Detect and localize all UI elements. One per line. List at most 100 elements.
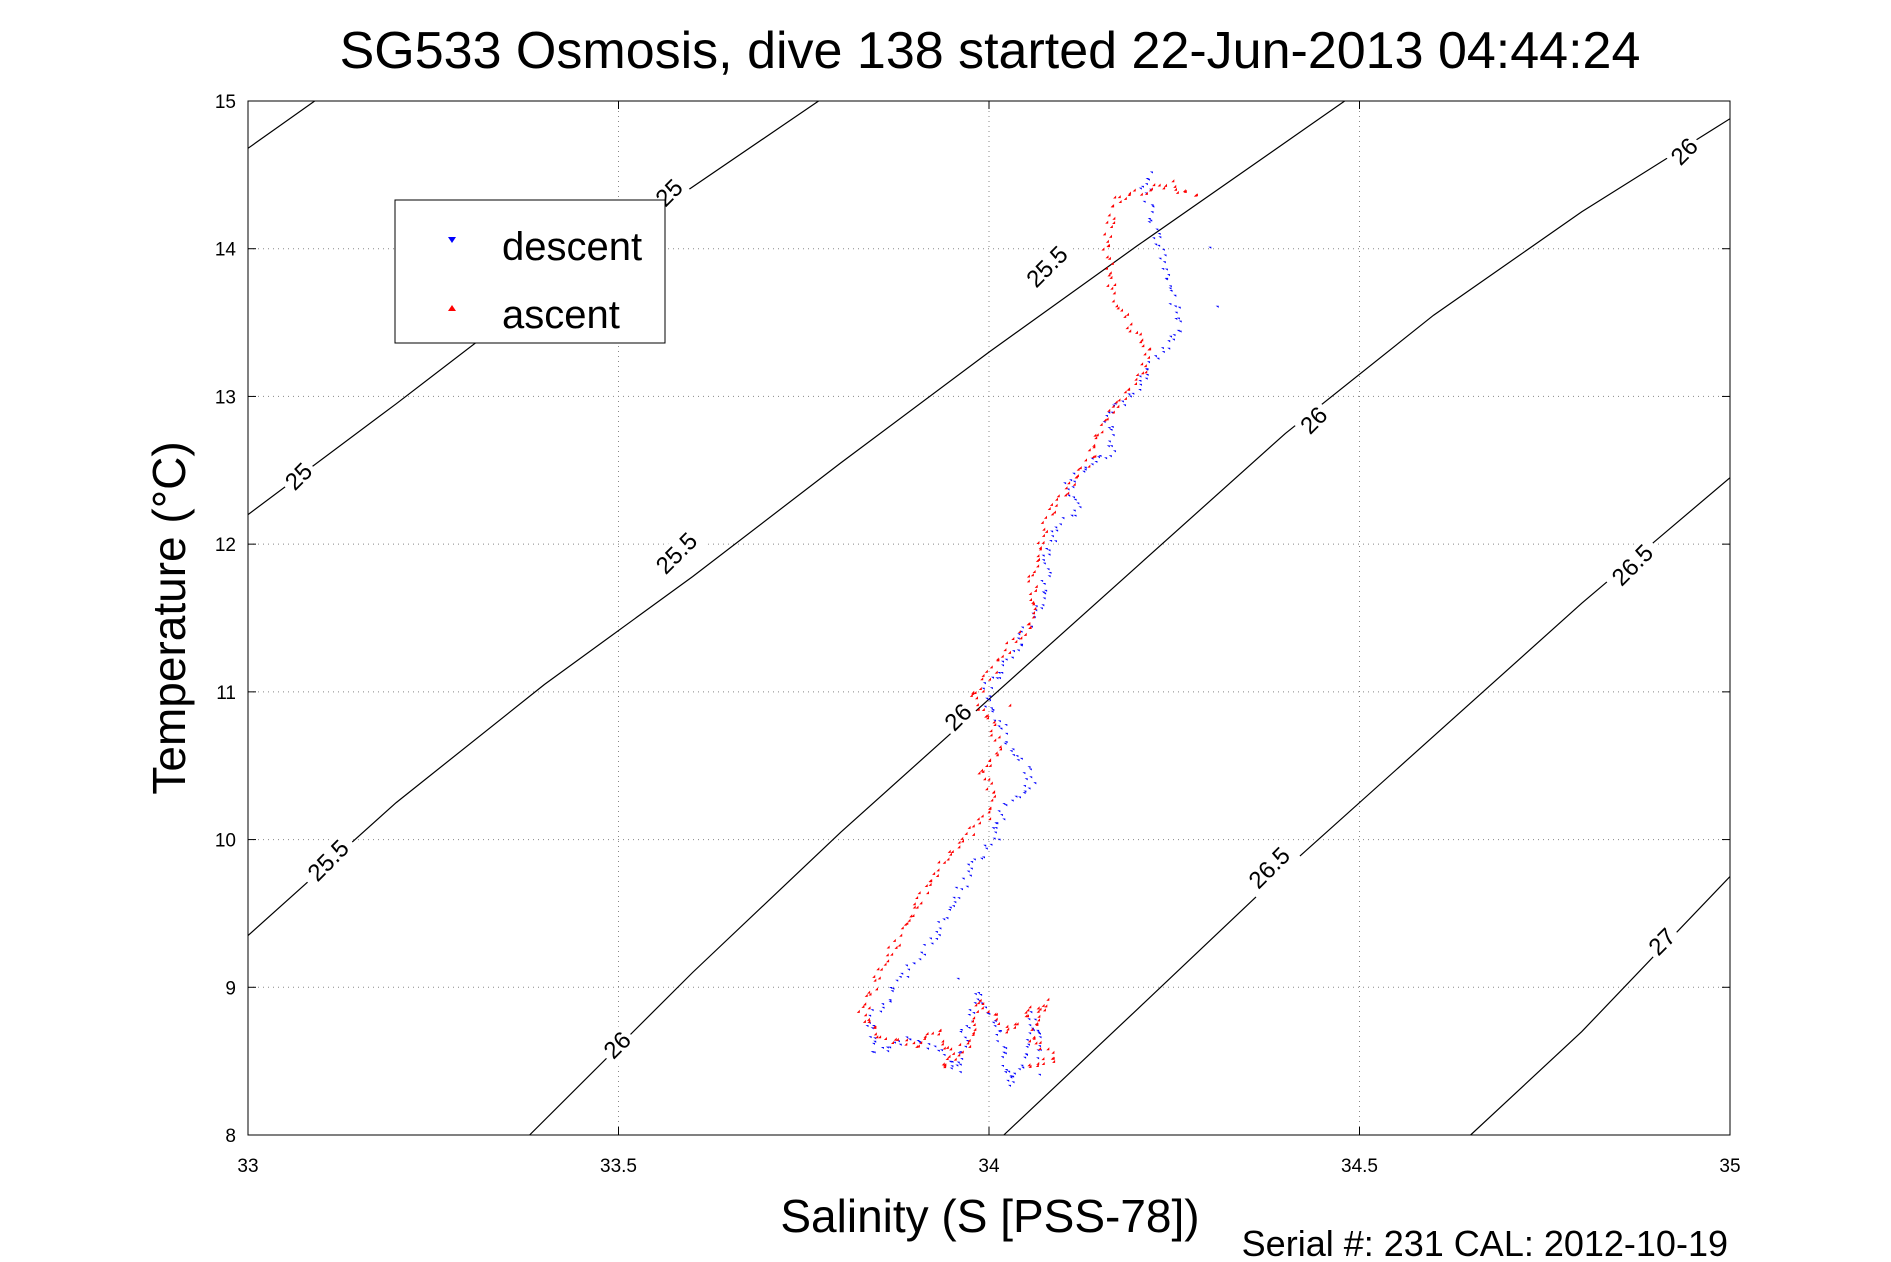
descent-point [990,710,994,713]
descent-point [1003,1071,1007,1074]
descent-point [865,1025,869,1028]
ascent-point [1118,200,1122,204]
ascent-point [1011,637,1015,641]
descent-point [1123,404,1127,407]
descent-point [933,1045,937,1048]
descent-point [1009,1076,1013,1079]
ascent-point [1028,1005,1032,1009]
ascent-point [1034,584,1038,588]
ascent-point [1106,283,1110,287]
descent-point [1164,268,1168,271]
ascent-point [1064,486,1068,490]
descent-point [905,1036,909,1039]
ascent-point [993,738,997,742]
descent-point [951,905,955,908]
descent-point [934,931,938,934]
descent-point [922,953,926,956]
ascent-point [886,945,890,949]
ascent-point [1038,1047,1042,1051]
descent-point [926,1047,930,1050]
descent-point [1004,658,1008,661]
descent-point [1021,1066,1025,1069]
ascent-point [1140,338,1144,342]
ascent-point [1105,417,1109,421]
ascent-point [994,670,998,674]
ascent-point [1008,703,1012,707]
ascent-point [1112,291,1116,295]
descent-point [935,938,939,941]
descent-point [1167,274,1171,277]
descent-point [1138,187,1142,190]
ascent-point [1162,186,1166,190]
ascent-point [897,943,901,947]
ascent-point [974,1003,978,1007]
ascent-point [992,720,996,724]
descent-point [1078,506,1082,509]
ascent-point [912,902,916,906]
descent-point [1174,311,1178,314]
ascent-point [1173,184,1177,188]
descent-point [912,962,916,965]
ascent-point [1072,482,1076,486]
ascent-point [995,753,999,757]
descent-point [930,942,934,945]
descent-point [1006,1079,1010,1082]
descent-point [922,944,926,947]
ascent-point [863,1013,867,1017]
ascent-point [1144,370,1148,374]
ascent-point [981,708,985,712]
ascent-point [1127,193,1131,197]
ascent-point [1112,221,1116,225]
descent-point [1023,1056,1027,1059]
ascent-point [977,821,981,825]
ascent-point [1091,455,1095,459]
ascent-point [951,1051,955,1055]
descent-point [1010,799,1014,802]
descent-point [1037,1032,1041,1035]
descent-point [1047,575,1051,578]
descent-point [956,1061,960,1064]
ascent-point [1174,187,1178,191]
descent-point [1026,1043,1030,1046]
descent-point [927,1043,931,1046]
ascent-point [1024,1010,1028,1014]
descent-point [968,1009,972,1012]
ascent-point [912,1041,916,1045]
ascent-point [946,857,950,861]
descent-point [969,867,973,870]
descent-point [967,1014,971,1017]
ascent-point [1044,1004,1048,1008]
ascent-point [980,677,984,681]
descent-point [1171,338,1175,341]
ascent-point [941,1039,945,1043]
ascent-point [937,860,941,864]
ascent-point [936,1032,940,1036]
descent-point [1042,597,1046,600]
ascent-point [1047,507,1051,511]
descent-point [940,1049,944,1052]
x-tick-label: 33.5 [600,1156,637,1177]
ascent-point [1114,400,1118,404]
ascent-point [1143,364,1147,368]
ascent-point [1044,515,1048,519]
descent-point [891,987,895,990]
descent-point [972,1012,976,1015]
descent-point [993,1025,997,1028]
descent-point [1164,278,1168,281]
descent-point [998,1030,1002,1033]
ascent-point [1126,312,1130,316]
ascent-point [1092,445,1096,449]
ascent-point [875,1035,879,1039]
descent-point [1012,1072,1016,1075]
ascent-point [862,1019,866,1023]
descent-point [958,1071,962,1074]
descent-point [1063,482,1067,485]
descent-point [1108,455,1112,458]
descent-point [1162,261,1166,264]
contour-line-25 [248,101,316,149]
ascent-point [1087,464,1091,468]
ascent-point [925,1032,929,1036]
descent-point [994,1034,998,1037]
descent-point [1160,347,1164,350]
descent-point [937,934,941,937]
